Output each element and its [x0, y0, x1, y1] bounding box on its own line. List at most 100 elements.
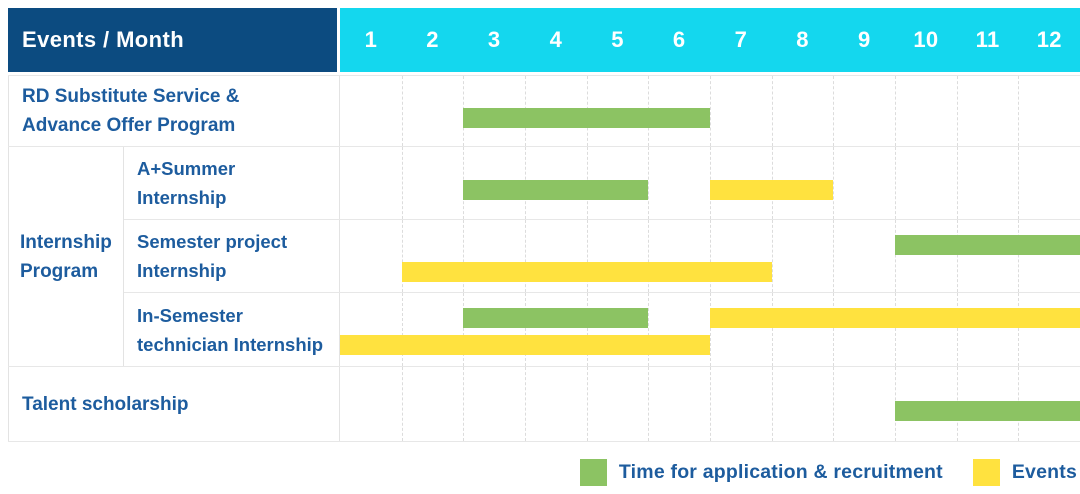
- legend: Time for application & recruitment Event…: [579, 459, 1077, 486]
- month-gridline: [401, 76, 403, 146]
- table-row-rd-substitute: RD Substitute Service & Advance Offer Pr…: [8, 76, 1080, 147]
- month-gridline: [833, 76, 835, 146]
- month-header-cell: 7: [734, 27, 748, 52]
- month-gridline: [463, 293, 465, 366]
- chart-row: [340, 220, 1080, 292]
- month-header-cell: 5: [611, 27, 624, 52]
- month-gridline: [525, 293, 526, 366]
- month-gridline: [401, 367, 403, 441]
- group-rows: A+Summer Internship Semester project Int…: [124, 147, 1080, 366]
- table-header-row: Events / Month 1 2 3 4 5 6 7 8 9 10 11 1…: [8, 8, 1080, 72]
- gantt-bar-event: [710, 308, 1080, 328]
- month-gridline: [710, 76, 711, 146]
- month-gridline: [956, 76, 958, 146]
- month-gridline: [1018, 76, 1020, 146]
- month-gridline: [956, 293, 958, 366]
- month-header-cell: 6: [672, 27, 686, 52]
- month-gridline: [895, 293, 896, 366]
- table-body: RD Substitute Service & Advance Offer Pr…: [8, 75, 1080, 442]
- month-gridline: [586, 220, 588, 292]
- gantt-table: Events / Month 1 2 3 4 5 6 7 8 9 10 11 1…: [8, 8, 1080, 442]
- month-gridline: [648, 367, 650, 441]
- gantt-bar-recruitment: [895, 235, 1080, 255]
- legend-item-events: Events: [972, 459, 1077, 486]
- table-row-talent-scholarship: Talent scholarship: [8, 367, 1080, 442]
- row-label: A+Summer Internship: [124, 147, 340, 219]
- table-row-semester-project-internship: Semester project Internship: [124, 220, 1080, 293]
- row-label-line: Internship: [137, 187, 227, 208]
- row-label: In-Semester technician Internship: [124, 293, 340, 366]
- row-label-line: Talent scholarship: [22, 393, 189, 415]
- month-header-cell: 2: [426, 27, 439, 52]
- group-label-line: Program: [20, 260, 99, 282]
- month-gridline: [648, 147, 650, 219]
- row-label-line: In-Semester: [137, 304, 243, 326]
- month-header-cell: 10: [913, 27, 939, 52]
- gantt-bar-event: [401, 262, 772, 282]
- month-gridline: [895, 147, 896, 219]
- month-gridline: [833, 367, 835, 441]
- row-label: RD Substitute Service & Advance Offer Pr…: [8, 76, 340, 146]
- month-gridline: [771, 367, 773, 441]
- month-header-cell: 11: [975, 27, 1000, 52]
- month-gridline: [956, 147, 958, 219]
- month-gridline: [648, 293, 650, 366]
- month-gridline: [710, 367, 711, 441]
- month-gridline: [833, 220, 835, 292]
- month-header-strip: 1 2 3 4 5 6 7 8 9 10 11 12: [340, 8, 1080, 72]
- events-month-header-cell: Events / Month: [8, 8, 337, 72]
- month-gridline: [833, 293, 835, 366]
- group-label-line: Internship: [20, 231, 112, 253]
- row-label-line: Internship: [137, 260, 227, 281]
- chart-row: [340, 147, 1080, 219]
- month-gridline: [771, 220, 773, 292]
- month-header-cell: 9: [857, 27, 871, 52]
- month-gridline: [710, 220, 711, 292]
- legend-label: Events: [1011, 461, 1077, 483]
- month-gridline: [895, 220, 896, 292]
- month-gridline: [401, 293, 403, 366]
- header-title: Events / Month: [22, 27, 185, 52]
- month-header-cell: 3: [487, 27, 501, 52]
- month-gridline: [895, 76, 896, 146]
- month-gridline: [586, 293, 588, 366]
- month-gridline: [525, 367, 526, 441]
- events-swatch-icon: [972, 459, 1000, 486]
- group-label: Internship Program: [8, 147, 124, 366]
- header-divider: [337, 8, 340, 72]
- gantt-bar-recruitment: [463, 108, 710, 128]
- month-header-cell: 4: [549, 27, 563, 52]
- legend-label: Time for application & recruitment: [618, 461, 943, 483]
- table-row-in-semester-technician-internship: In-Semester technician Internship: [124, 293, 1080, 366]
- gantt-bar-event: [340, 335, 710, 355]
- gantt-bar-recruitment: [463, 180, 649, 200]
- month-header-cell: 1: [364, 27, 378, 52]
- row-label-line: Semester project: [137, 231, 288, 252]
- gantt-bar-recruitment: [895, 401, 1080, 421]
- chart-row: [340, 76, 1080, 146]
- row-label: Semester project Internship: [124, 220, 340, 292]
- month-gridline: [525, 220, 526, 292]
- row-label: Talent scholarship: [8, 367, 340, 441]
- month-gridline: [648, 220, 650, 292]
- month-gridline: [463, 367, 465, 441]
- gantt-bar-recruitment: [463, 308, 649, 328]
- month-gridline: [401, 147, 403, 219]
- month-gridline: [1018, 293, 1020, 366]
- month-header-cell: 12: [1036, 27, 1062, 52]
- month-gridline: [771, 76, 773, 146]
- month-gridline: [1018, 220, 1020, 292]
- recruitment-swatch-icon: [579, 459, 607, 486]
- month-gridline: [401, 220, 403, 292]
- month-gridline: [771, 293, 773, 366]
- month-gridline: [833, 147, 835, 219]
- month-gridline: [463, 220, 465, 292]
- row-label-line: RD Substitute Service &: [22, 86, 240, 107]
- row-label-line: Advance Offer Program: [22, 115, 236, 136]
- month-header-cell: 8: [796, 27, 809, 52]
- month-gridline: [710, 293, 711, 366]
- legend-item-recruitment: Time for application & recruitment: [579, 459, 943, 486]
- chart-row: [340, 367, 1080, 441]
- month-gridline: [1018, 147, 1020, 219]
